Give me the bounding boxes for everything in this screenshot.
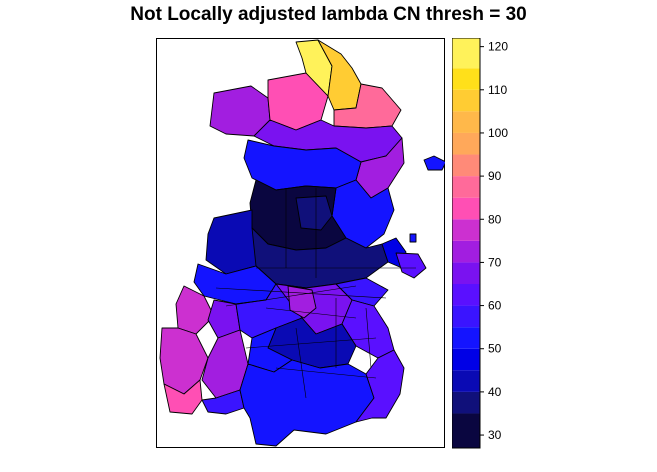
legend-band-1 (452, 391, 480, 414)
legend-band-5 (452, 305, 480, 328)
legend-band-0 (452, 413, 480, 448)
legend-band-2 (452, 370, 480, 392)
region-island-east (423, 155, 445, 171)
legend-band-13 (452, 132, 480, 155)
legend-band-12 (452, 154, 480, 177)
legend-band-9 (452, 219, 480, 241)
legend-tick-label: 120 (488, 40, 508, 54)
legend-band-17 (452, 38, 480, 69)
legend-tick-label: 40 (488, 385, 502, 399)
legend-tick-label: 110 (488, 83, 507, 97)
legend-tick-label: 100 (488, 126, 508, 140)
legend-tick-label: 30 (488, 428, 502, 442)
legend-tick-label: 60 (488, 299, 502, 313)
region-east-peninsula (395, 252, 427, 279)
legend-tick-label: 90 (488, 169, 502, 183)
legend-band-16 (452, 68, 480, 90)
map-title: Not Locally adjusted lambda CN thresh = … (130, 4, 527, 25)
legend-band-11 (452, 176, 480, 198)
legend-tick-label: 80 (488, 212, 502, 226)
legend-border (452, 38, 481, 449)
legend-tick-label: 70 (488, 255, 502, 269)
choropleth-map (159, 39, 445, 447)
legend-band-3 (452, 348, 480, 371)
region-south-east-purple (355, 349, 405, 423)
legend-tick-label: 50 (488, 342, 502, 356)
region-dark-core-2 (295, 195, 333, 231)
legend-band-7 (452, 262, 480, 284)
legend-band-8 (452, 240, 480, 263)
region-south-blue (239, 359, 375, 447)
legend-band-14 (452, 111, 480, 133)
color-legend: 120 110 100 90 80 70 60 50 40 30 (452, 38, 508, 449)
legend-band-15 (452, 89, 480, 112)
region-island-small (409, 233, 417, 243)
legend-band-6 (452, 284, 480, 306)
legend-band-4 (452, 327, 480, 349)
legend-band-10 (452, 197, 480, 220)
